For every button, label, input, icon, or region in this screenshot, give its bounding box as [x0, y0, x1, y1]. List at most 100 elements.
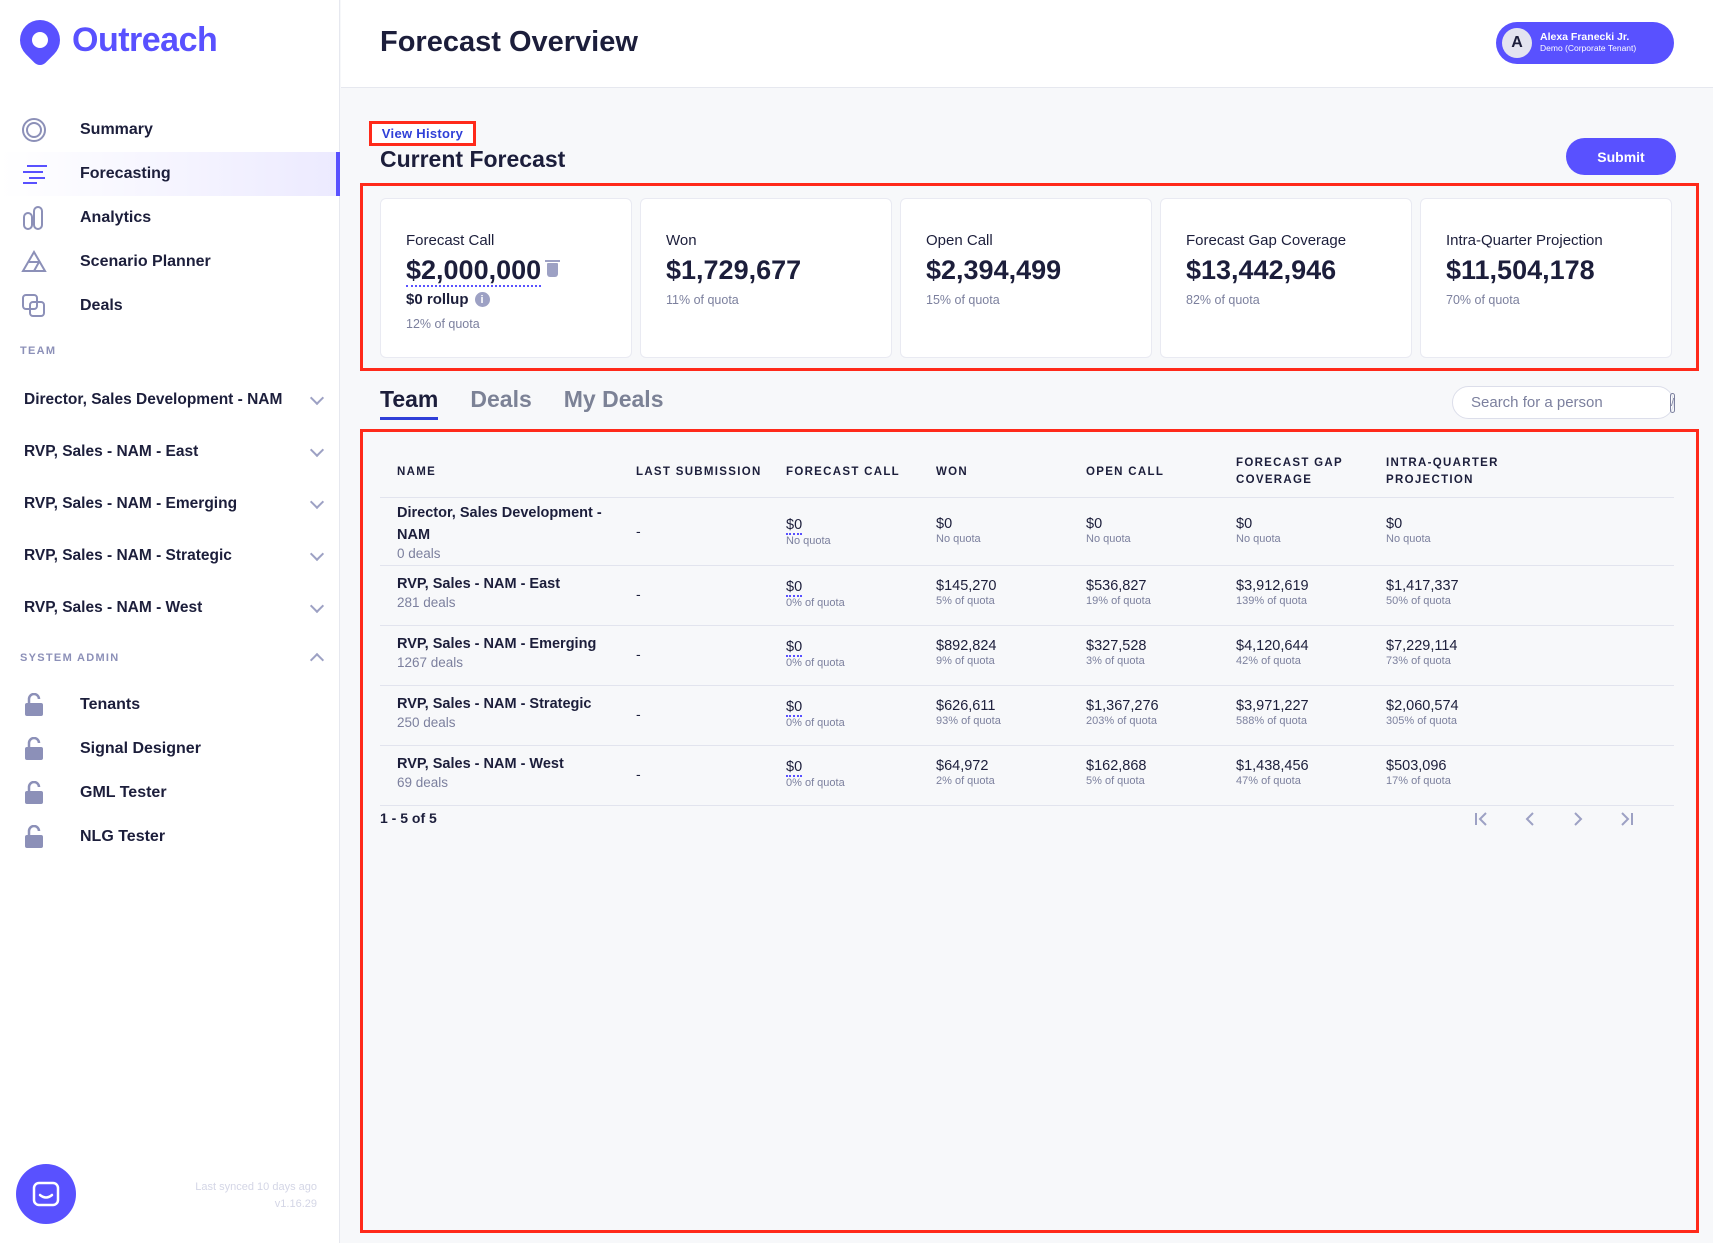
col-name[interactable]: NAME — [397, 465, 437, 478]
table-row[interactable]: RVP, Sales - NAM - Emerging 1267 deals -… — [380, 626, 1674, 686]
projection-cell: $1,417,337 50% of quota — [1386, 578, 1459, 607]
open-call-sub: 3% of quota — [1086, 655, 1145, 667]
chevron-down-icon[interactable] — [309, 546, 325, 562]
forecast-call-value[interactable]: $2,000,000 — [406, 255, 542, 287]
row-name[interactable]: Director, Sales Development - NAM — [397, 505, 602, 543]
row-name[interactable]: RVP, Sales - NAM - Strategic — [397, 696, 592, 712]
row-name[interactable]: RVP, Sales - NAM - Emerging — [397, 636, 597, 652]
team-item-director-sales-dev-nam[interactable]: Director, Sales Development - NAM — [0, 374, 340, 426]
nav-item-forecasting[interactable]: Forecasting — [0, 152, 340, 196]
col-won[interactable]: WON — [936, 465, 969, 478]
team-item-rvp-strategic[interactable]: RVP, Sales - NAM - Strategic — [0, 530, 340, 582]
tab-team[interactable]: Team — [380, 386, 439, 420]
card-value: $11,504,178 — [1446, 255, 1595, 285]
nav-item-deals[interactable]: Deals — [0, 284, 340, 328]
chat-icon — [32, 1181, 60, 1207]
chevron-down-icon[interactable] — [309, 390, 325, 406]
submit-button[interactable]: Submit — [1566, 138, 1676, 175]
lock-icon — [20, 691, 48, 719]
sync-info: Last synced 10 days ago v1.16.29 — [195, 1179, 317, 1213]
forecast-call-value[interactable]: $0 — [786, 639, 803, 657]
table-row[interactable]: RVP, Sales - NAM - Strategic 250 deals -… — [380, 686, 1674, 746]
won-cell: $0 No quota — [936, 516, 981, 545]
card-sub: 12% of quota — [406, 317, 480, 331]
col-intra-quarter-projection[interactable]: INTRA-QUARTER PROJECTION — [1386, 457, 1499, 486]
chevron-up-icon[interactable] — [309, 652, 325, 668]
view-history-label: View History — [381, 126, 464, 141]
nav-item-gml-tester[interactable]: GML Tester — [0, 771, 340, 815]
forecast-call-value[interactable]: $0 — [786, 517, 803, 535]
projection-sub: No quota — [1386, 533, 1431, 545]
col-forecast-call[interactable]: FORECAST CALL — [786, 465, 901, 478]
keyboard-shortcut-hint: / — [1670, 392, 1676, 413]
trash-icon[interactable] — [545, 260, 561, 277]
search-input[interactable] — [1471, 394, 1670, 411]
nav-item-tenants[interactable]: Tenants — [0, 683, 340, 727]
col-forecast-gap-coverage[interactable]: FORECAST GAP COVERAGE — [1236, 457, 1343, 486]
first-page-icon[interactable] — [1473, 810, 1491, 828]
open-call-sub: No quota — [1086, 533, 1131, 545]
rollup-text: $0 rollup — [406, 291, 469, 308]
nav-item-nlg-tester[interactable]: NLG Tester — [0, 815, 340, 859]
user-menu-button[interactable]: A Alexa Franecki Jr. Demo (Corporate Ten… — [1496, 22, 1674, 64]
avatar: A — [1502, 28, 1532, 58]
nav-item-scenario-planner[interactable]: Scenario Planner — [0, 240, 340, 284]
prev-page-icon[interactable] — [1521, 810, 1539, 828]
chevron-down-icon[interactable] — [309, 442, 325, 458]
team-item-rvp-east[interactable]: RVP, Sales - NAM - East — [0, 426, 340, 478]
team-item-label: RVP, Sales - NAM - Emerging — [24, 495, 238, 512]
open-call-sub: 19% of quota — [1086, 595, 1151, 607]
brand-logo[interactable]: Outreach — [11, 11, 218, 69]
chevron-down-icon[interactable] — [309, 494, 325, 510]
open-call-cell: $1,367,276 203% of quota — [1086, 698, 1159, 727]
won-value: $0 — [936, 516, 953, 532]
chat-launcher-button[interactable] — [16, 1164, 76, 1224]
nav-item-signal-designer[interactable]: Signal Designer — [0, 727, 340, 771]
row-deals: 1267 deals — [397, 655, 464, 670]
pagination-summary: 1 - 5 of 5 — [380, 810, 437, 826]
forecast-call-value[interactable]: $0 — [786, 759, 803, 777]
projection-cell: $7,229,114 73% of quota — [1386, 638, 1458, 667]
top-header: Forecast Overview A Alexa Franecki Jr. D… — [341, 0, 1713, 88]
last-submission-cell: - — [636, 766, 641, 782]
row-deals: 250 deals — [397, 715, 456, 730]
team-item-rvp-west[interactable]: RVP, Sales - NAM - West — [0, 582, 340, 634]
tab-deals[interactable]: Deals — [470, 386, 532, 412]
row-name[interactable]: RVP, Sales - NAM - East — [397, 576, 561, 592]
view-tabs: Team Deals My Deals — [380, 386, 663, 420]
card-won: Won $1,729,677 11% of quota — [640, 198, 892, 358]
forecast-call-sub: 0% of quota — [786, 717, 845, 729]
card-value: $1,729,677 — [666, 255, 802, 285]
projection-value: $503,096 — [1386, 758, 1447, 774]
next-page-icon[interactable] — [1569, 810, 1587, 828]
tab-my-deals[interactable]: My Deals — [563, 386, 664, 412]
chevron-down-icon[interactable] — [309, 598, 325, 614]
nav-item-analytics[interactable]: Analytics — [0, 196, 340, 240]
open-call-cell: $162,868 5% of quota — [1086, 758, 1146, 787]
team-item-rvp-emerging[interactable]: RVP, Sales - NAM - Emerging — [0, 478, 340, 530]
card-label: Intra-Quarter Projection — [1446, 232, 1603, 249]
team-item-label: RVP, Sales - NAM - Strategic — [24, 547, 232, 564]
won-sub: No quota — [936, 533, 981, 545]
row-name-cell: RVP, Sales - NAM - East 281 deals — [397, 573, 617, 610]
open-call-value: $0 — [1086, 516, 1103, 532]
info-icon[interactable]: i — [474, 292, 490, 307]
system-admin-header[interactable]: SYSTEM ADMIN — [0, 646, 340, 670]
forecast-call-value[interactable]: $0 — [786, 579, 803, 597]
last-page-icon[interactable] — [1617, 810, 1635, 828]
table-row[interactable]: Director, Sales Development - NAM 0 deal… — [380, 498, 1674, 566]
forecast-call-value[interactable]: $0 — [786, 699, 803, 717]
won-cell: $892,824 9% of quota — [936, 638, 996, 667]
won-cell: $626,611 93% of quota — [936, 698, 1001, 727]
gap-coverage-value: $4,120,644 — [1236, 638, 1309, 654]
col-open-call[interactable]: OPEN CALL — [1086, 465, 1165, 478]
table-header: NAME LAST SUBMISSION FORECAST CALL WON O… — [380, 446, 1674, 498]
col-last-submission[interactable]: LAST SUBMISSION — [636, 465, 762, 478]
table-row[interactable]: RVP, Sales - NAM - East 281 deals - $0 0… — [380, 566, 1674, 626]
view-history-link[interactable]: View History — [369, 121, 476, 146]
table-row[interactable]: RVP, Sales - NAM - West 69 deals - $0 0%… — [380, 746, 1674, 806]
projection-value: $7,229,114 — [1386, 638, 1458, 654]
row-name[interactable]: RVP, Sales - NAM - West — [397, 756, 564, 772]
nav-label: Summary — [80, 121, 153, 138]
nav-item-summary[interactable]: Summary — [0, 108, 340, 152]
